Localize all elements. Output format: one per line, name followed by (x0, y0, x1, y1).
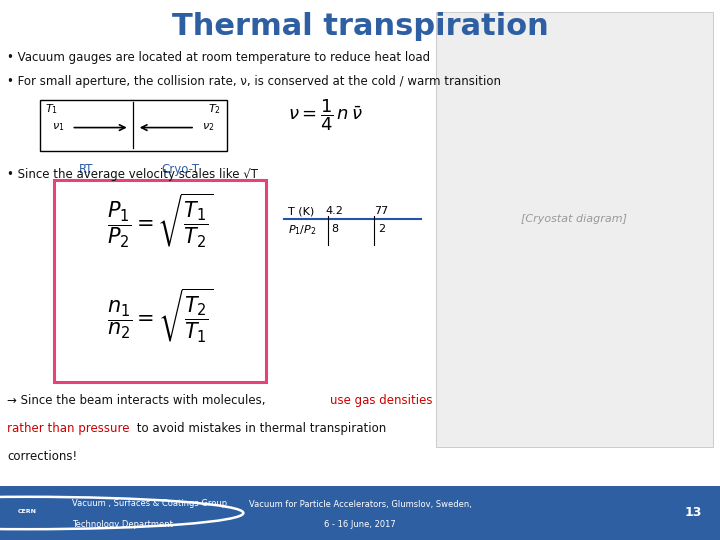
Text: Cryo-T: Cryo-T (161, 163, 199, 176)
Text: 4.2: 4.2 (326, 206, 343, 216)
Text: to avoid mistakes in thermal transpiration: to avoid mistakes in thermal transpirati… (133, 422, 387, 435)
Text: corrections!: corrections! (7, 450, 77, 463)
Text: • Vacuum gauges are located at room temperature to reduce heat load: • Vacuum gauges are located at room temp… (7, 51, 431, 64)
Bar (436, 12, 713, 447)
Text: RT: RT (79, 163, 94, 176)
Text: • Since the average velocity scales like √T: • Since the average velocity scales like… (7, 167, 258, 181)
Text: 6 - 16 June, 2017: 6 - 16 June, 2017 (324, 521, 396, 529)
Text: 2: 2 (378, 224, 385, 234)
Text: $T_2$: $T_2$ (208, 102, 221, 116)
Text: rather than pressure: rather than pressure (7, 422, 130, 435)
Text: → Since the beam interacts with molecules,: → Since the beam interacts with molecule… (7, 394, 269, 407)
Bar (40, 99, 227, 151)
Text: use gas densities: use gas densities (330, 394, 432, 407)
Text: 13: 13 (685, 507, 702, 519)
Text: Vacuum for Particle Accelerators, Glumslov, Sweden,: Vacuum for Particle Accelerators, Glumsl… (248, 501, 472, 509)
Text: Thermal transpiration: Thermal transpiration (171, 12, 549, 41)
Text: $\dfrac{n_1}{n_2} = \sqrt{\dfrac{T_2}{T_1}}$: $\dfrac{n_1}{n_2} = \sqrt{\dfrac{T_2}{T_… (107, 287, 214, 345)
Text: Technology Department: Technology Department (72, 521, 173, 529)
Text: $\nu_2$: $\nu_2$ (202, 122, 215, 133)
Text: [Cryostat diagram]: [Cryostat diagram] (521, 214, 627, 224)
Text: T (K): T (K) (288, 206, 314, 216)
Text: • For small aperture, the collision rate, ν, is conserved at the cold / warm tra: • For small aperture, the collision rate… (7, 76, 501, 89)
Text: $\nu_1$: $\nu_1$ (52, 122, 65, 133)
Text: $P_1/P_2$: $P_1/P_2$ (288, 224, 317, 238)
Text: $\nu = \dfrac{1}{4}\,n\,\bar{\nu}$: $\nu = \dfrac{1}{4}\,n\,\bar{\nu}$ (288, 97, 363, 133)
Text: Vacuum , Surfaces & Coatings Group: Vacuum , Surfaces & Coatings Group (72, 499, 227, 508)
Text: $T_1$: $T_1$ (45, 102, 58, 116)
Text: CERN: CERN (18, 509, 37, 515)
Text: 8: 8 (331, 224, 338, 234)
Text: 77: 77 (374, 206, 389, 216)
Text: $\dfrac{P_1}{P_2} = \sqrt{\dfrac{T_1}{T_2}}$: $\dfrac{P_1}{P_2} = \sqrt{\dfrac{T_1}{T_… (107, 192, 213, 250)
Bar (54, 180, 266, 381)
